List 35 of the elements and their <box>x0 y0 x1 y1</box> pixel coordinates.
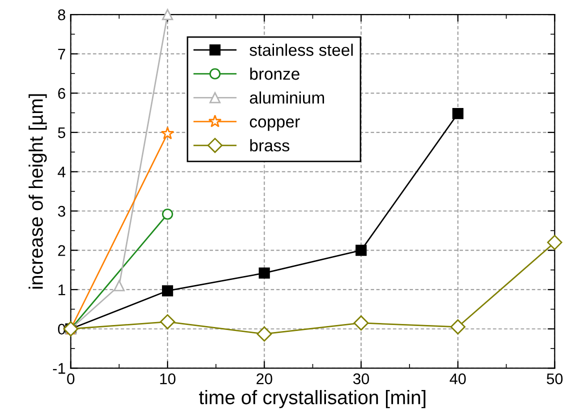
point <box>354 315 369 331</box>
y-tick-label: 4 <box>58 166 66 178</box>
y-tick-label: -1 <box>52 363 66 374</box>
point <box>452 108 464 120</box>
x-tick-label: 40 <box>450 373 466 384</box>
legend-label: bronze <box>250 68 300 80</box>
point <box>547 234 562 250</box>
y-tick-label: 7 <box>58 48 66 60</box>
point <box>160 126 174 140</box>
y-tick-label: 1 <box>58 284 66 296</box>
x-tick-label: 30 <box>353 373 370 384</box>
point <box>450 319 466 334</box>
y-tick-label: 3 <box>58 206 66 217</box>
y-tick-label: 8 <box>58 9 66 20</box>
x-axis-title: time of crystallisation [min] <box>199 390 426 408</box>
point <box>162 208 174 220</box>
point <box>356 244 367 256</box>
y-axis-title: increase of height [µm] <box>28 94 47 289</box>
y-tick-label: 2 <box>58 245 66 256</box>
x-tick-label: 20 <box>256 373 272 384</box>
legend-label: aluminium <box>250 91 324 104</box>
x-tick-label: 10 <box>160 373 176 384</box>
x-tick-label: 50 <box>546 373 563 384</box>
y-tick-label: 5 <box>58 127 66 138</box>
x-tick-label: 0 <box>67 373 74 384</box>
point <box>258 268 270 279</box>
point <box>114 280 125 292</box>
point <box>160 314 176 330</box>
point <box>162 9 174 20</box>
point <box>162 285 174 296</box>
y-tick-label: 6 <box>58 88 66 99</box>
legend-label: copper <box>250 118 300 131</box>
point <box>256 326 272 342</box>
legend-label: stainless steel <box>250 44 353 56</box>
legend-label: brass <box>250 139 290 152</box>
